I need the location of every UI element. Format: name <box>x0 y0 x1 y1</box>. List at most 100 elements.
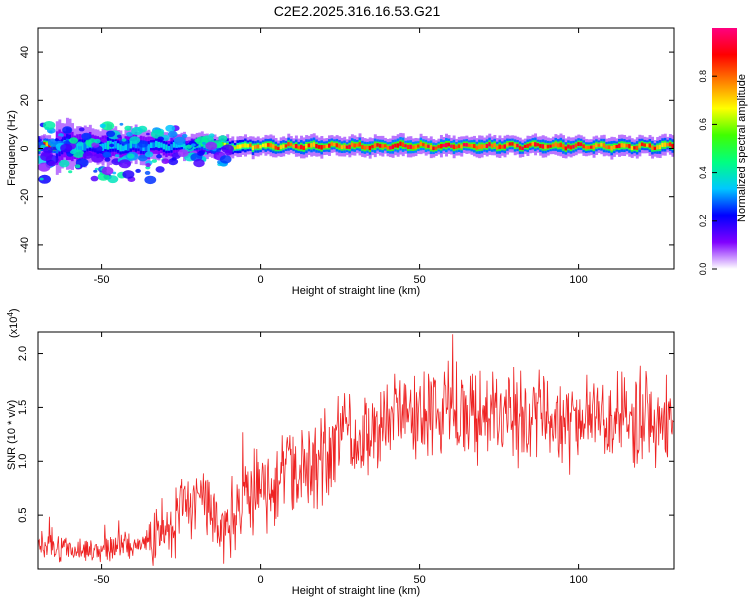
spectrogram-cell <box>493 143 497 148</box>
x-tick-label: 50 <box>413 574 425 586</box>
x-tick-label: -50 <box>94 574 110 586</box>
spectrogram-cell <box>101 143 105 151</box>
spectrogram-cell <box>480 144 484 149</box>
spectrogram-cell <box>132 141 136 148</box>
spectrogram-blob <box>121 138 127 142</box>
spectrogram-blob <box>106 130 116 137</box>
spectrogram-blob <box>107 175 119 184</box>
spectrogram-cell <box>455 145 459 149</box>
spectrogram-cell <box>521 146 525 151</box>
spectrogram-cell <box>526 143 530 148</box>
spectrogram-blob <box>145 163 151 167</box>
spectrogram-cell <box>612 145 616 149</box>
spectrogram-cell <box>149 142 153 148</box>
spectrogram-x-ticks: -50 0 50 100 <box>94 28 588 286</box>
spectrogram-cell <box>623 143 627 148</box>
spectrogram-cell <box>506 142 510 147</box>
spectrogram-cell <box>427 144 431 148</box>
spectrogram-cell <box>628 144 632 149</box>
spectrogram-cell <box>490 143 494 148</box>
spectrogram-blob <box>47 160 57 167</box>
spectrogram-cell <box>452 144 456 150</box>
spectrogram-cell <box>300 144 303 150</box>
spectrogram-cell <box>409 144 413 149</box>
spectrogram-cell <box>422 142 426 147</box>
spectrogram-cell <box>368 145 372 151</box>
spectrogram-cell <box>269 143 273 148</box>
spectrogram-cell <box>605 145 609 149</box>
spectrogram-cell <box>597 143 601 147</box>
spectrogram-cell <box>501 145 504 149</box>
spectrogram-cell <box>668 142 672 147</box>
spectrogram-blob <box>218 135 228 142</box>
spectrogram-cell <box>648 143 652 148</box>
colorbar-gradient <box>712 28 737 269</box>
spectrogram-cell <box>155 140 158 148</box>
spectrogram-cell <box>465 142 469 147</box>
spectrogram-cell <box>353 143 357 148</box>
spectrogram-cell <box>335 143 339 148</box>
svg-text:(x104): (x104) <box>6 308 20 338</box>
spectrogram-blob <box>90 175 99 182</box>
spectrogram-cell <box>119 144 123 152</box>
spectrogram-cell <box>274 145 278 150</box>
spectrogram-cell <box>381 144 385 149</box>
spectrogram-blob <box>151 159 157 163</box>
spectrogram-blob <box>224 149 233 156</box>
spectrogram-cell <box>473 144 476 149</box>
spectrogram-cell <box>277 146 281 150</box>
spectrogram-cell <box>404 144 408 148</box>
spectrogram-blob <box>165 124 176 132</box>
snr-scale-close: ) <box>8 308 20 312</box>
spectrogram-panel: -50 0 50 100 -40 -20 0 20 40 Height of straight… <box>6 27 675 297</box>
y-tick-label: 1.0 <box>17 454 29 469</box>
spectrogram-cell <box>366 145 370 150</box>
spectrogram-cell <box>656 145 660 150</box>
spectrogram-blob <box>94 138 101 144</box>
spectrogram-cell <box>350 142 354 147</box>
spectrogram-blob <box>219 155 232 164</box>
spectrogram-cell <box>78 143 82 152</box>
spectrogram-blob <box>191 143 196 147</box>
colorbar-tick-label: 0.0 <box>698 263 708 276</box>
spectrogram-cell <box>127 143 130 151</box>
spectrogram-cell <box>340 145 344 150</box>
spectrogram-blob <box>76 141 84 147</box>
spectrogram-cell <box>424 143 428 148</box>
spectrogram-y-ticks: -40 -20 0 20 40 <box>19 46 674 253</box>
spectrogram-cell <box>312 142 316 147</box>
spectrogram-cell <box>259 145 263 149</box>
spectrogram-cell <box>485 143 489 149</box>
colorbar-ticks: 0.0 0.2 0.4 0.6 0.8 <box>698 70 717 275</box>
spectrogram-cell <box>439 143 443 149</box>
spectrogram-cell <box>450 144 454 148</box>
spectrogram-cell <box>411 145 415 150</box>
spectrogram-blob <box>208 133 215 138</box>
spectrogram-blob <box>94 167 99 171</box>
spectrogram-blob <box>173 136 186 146</box>
spectrogram-blob <box>60 143 73 153</box>
spectrogram-cell <box>546 144 550 149</box>
spectrogram-cell <box>203 143 207 148</box>
spectrogram-cell <box>577 142 581 146</box>
spectrogram-cell <box>488 142 492 147</box>
spectrogram-cell <box>536 143 540 147</box>
spectrogram-cell <box>254 145 258 149</box>
spectrogram-cell <box>198 142 202 148</box>
spectrogram-blob <box>101 166 114 176</box>
spectrogram-cell <box>244 143 247 148</box>
y-tick-label: 0 <box>19 145 31 151</box>
spectrogram-cell <box>348 144 352 149</box>
spectrogram-cell <box>394 143 398 148</box>
spectrogram-cell <box>279 145 283 150</box>
y-tick-label: -40 <box>19 237 31 253</box>
colorbar-label: Normalized spectral amplitude <box>736 74 748 222</box>
spectrogram-cell <box>445 142 448 148</box>
snr-scale-label: (x104) <box>6 308 20 338</box>
spectrogram-blob <box>156 154 162 159</box>
spectrogram-cell <box>236 144 240 149</box>
spectrogram-cell <box>432 146 436 151</box>
spectrogram-cell <box>625 143 629 148</box>
spectrogram-cell <box>587 145 591 150</box>
